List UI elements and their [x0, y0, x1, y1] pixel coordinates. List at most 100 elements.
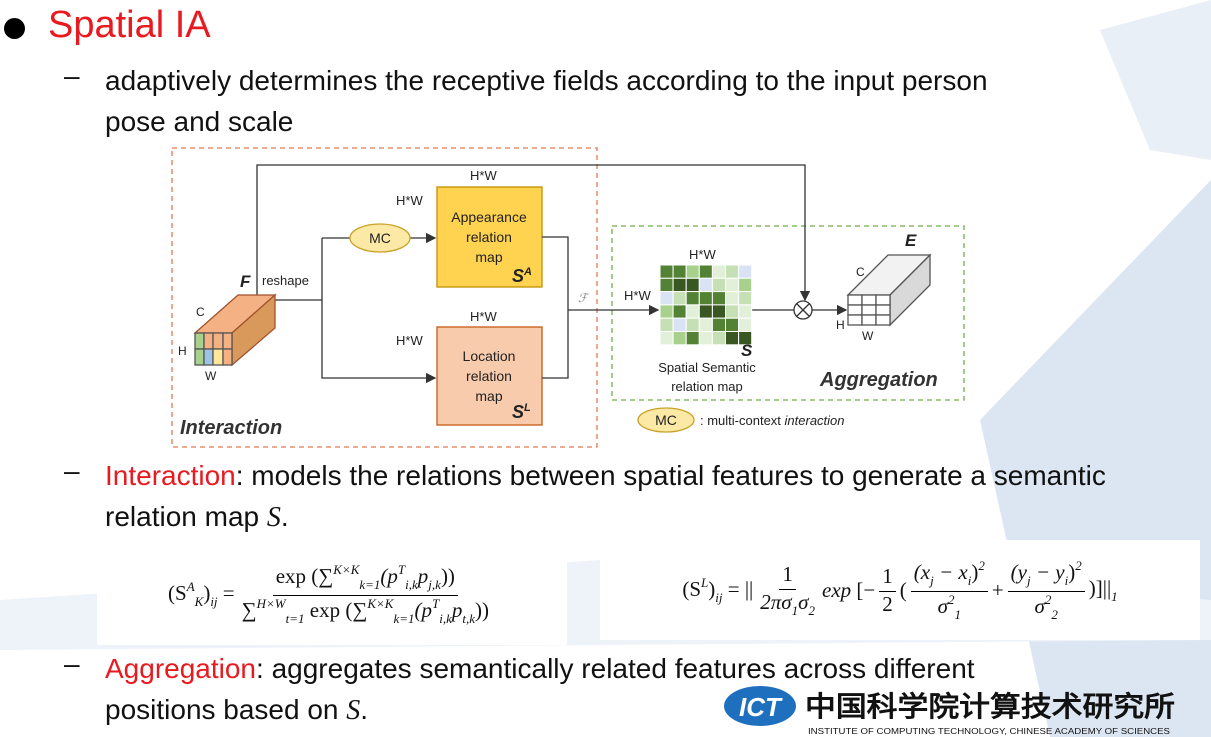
formula-symbol: (S	[168, 580, 187, 605]
tensor-cell	[203, 332, 214, 350]
diagram	[171, 147, 965, 448]
grid-cell	[738, 304, 753, 319]
grid-cell	[659, 304, 674, 319]
tensor-cell	[203, 348, 214, 366]
tensor-cell	[222, 348, 233, 366]
formula-symbol: j	[1027, 572, 1031, 588]
label: MC	[655, 412, 677, 428]
formula-symbol: 1	[791, 602, 799, 618]
grid-cell	[672, 331, 687, 346]
label: map	[475, 388, 502, 404]
label: E	[905, 231, 917, 250]
numerator: (yj − yi)2	[1007, 557, 1085, 592]
logo-name: 中国科学院计算技术研究所	[805, 690, 1175, 722]
grid-cell	[725, 317, 740, 333]
formula-symbol: ij	[210, 593, 218, 609]
label: SA	[512, 266, 532, 286]
formula-symbol: (∑	[306, 563, 334, 588]
formula-symbol: )	[971, 559, 979, 584]
grid-cell	[725, 291, 740, 306]
label: A	[523, 266, 532, 278]
fraction: (xj − xi)2 σ21	[910, 557, 988, 623]
grid-cell	[685, 317, 700, 333]
tensor-cell	[212, 332, 224, 350]
formula-symbol: j	[930, 572, 934, 588]
label: Location	[463, 348, 516, 364]
logo-ring	[724, 686, 796, 726]
label: Appearance	[451, 209, 527, 225]
cube-cell	[861, 294, 877, 306]
label: C	[196, 305, 205, 319]
formula-symbol: ∑	[241, 597, 257, 622]
bullet-text: : models the relations between spatial f…	[105, 460, 1106, 532]
appearance-map	[436, 186, 543, 288]
formula-symbol: σ	[937, 593, 948, 618]
grid-cell	[711, 291, 727, 306]
label: F	[240, 272, 251, 291]
formula-symbol: (	[899, 577, 907, 602]
formula-run: exp [−	[822, 578, 875, 603]
formula-symbol: K	[194, 593, 204, 609]
grid-cell	[672, 277, 687, 293]
formula-symbol: 2	[978, 557, 985, 573]
formula-symbol: 1	[782, 561, 793, 586]
label: L	[524, 402, 531, 414]
formula-symbol: i	[1064, 572, 1069, 588]
formula-symbol: =	[217, 580, 235, 605]
cube-cell	[861, 304, 877, 316]
formula-symbol: 2	[1075, 557, 1082, 573]
grid-cell	[711, 317, 727, 333]
bg-swoosh	[1100, 0, 1211, 160]
formula-symbol: K×K	[333, 561, 360, 577]
label: : multi-context interaction	[700, 413, 845, 428]
label: C	[856, 265, 865, 279]
semantic-grid	[659, 264, 753, 346]
formula-symbol: exp	[275, 563, 307, 588]
label: W	[205, 369, 217, 383]
formula-symbol: 2	[1051, 606, 1058, 622]
cube-front	[847, 294, 891, 326]
grid-cell	[738, 317, 753, 333]
formula-symbol: i	[967, 572, 972, 588]
formula-symbol: )	[708, 576, 716, 601]
grid-cell	[659, 291, 674, 306]
formula-run: (SAK)ij =	[168, 579, 235, 610]
formula-symbol: i,k	[439, 610, 452, 626]
formula-symbol: 1	[954, 606, 961, 622]
bullet-term: Aggregation	[105, 653, 257, 684]
denominator: σ22	[1032, 592, 1061, 623]
numerator: exp (∑K×Kk=1(pTi,kpj,k))	[272, 561, 458, 596]
numerator: 1	[879, 564, 896, 592]
formula-symbol: 2πσ	[760, 589, 792, 614]
grid-cell	[698, 264, 713, 279]
label: SL	[512, 402, 531, 422]
cube-cell	[847, 294, 863, 306]
bullet-math: S	[266, 502, 281, 533]
formula-symbol: i,k	[405, 576, 418, 592]
cube-cell	[875, 294, 891, 306]
grid-cell	[672, 291, 687, 306]
formula-symbol: 2	[947, 591, 955, 607]
grid-cell	[698, 291, 713, 306]
grid-cell	[698, 304, 713, 319]
grid-cell	[685, 331, 700, 346]
grid-cell	[685, 277, 700, 293]
bullet-text: : aggregates semantically related featur…	[105, 653, 975, 725]
formula-symbol: T	[431, 595, 440, 611]
formula-symbol: 2	[1044, 591, 1052, 607]
label: Interaction	[180, 417, 282, 439]
fraction: exp (∑K×Kk=1(pTi,kpj,k)) ∑H×Wt=1 exp (∑K×…	[239, 562, 492, 627]
grid-cell	[711, 331, 727, 346]
label: H*W	[396, 193, 423, 208]
label: W	[862, 329, 874, 343]
formula-symbol: T	[397, 561, 406, 577]
formula-symbol: 1	[882, 563, 893, 588]
dash: –	[64, 648, 80, 679]
grid-cell	[685, 304, 700, 319]
label: H*W	[470, 309, 497, 324]
label: : multi-context	[700, 413, 785, 428]
bullet-text: adaptively determines the receptive fiel…	[105, 65, 988, 137]
formula-symbol: (x	[913, 559, 931, 584]
tensor-cell	[212, 348, 224, 366]
